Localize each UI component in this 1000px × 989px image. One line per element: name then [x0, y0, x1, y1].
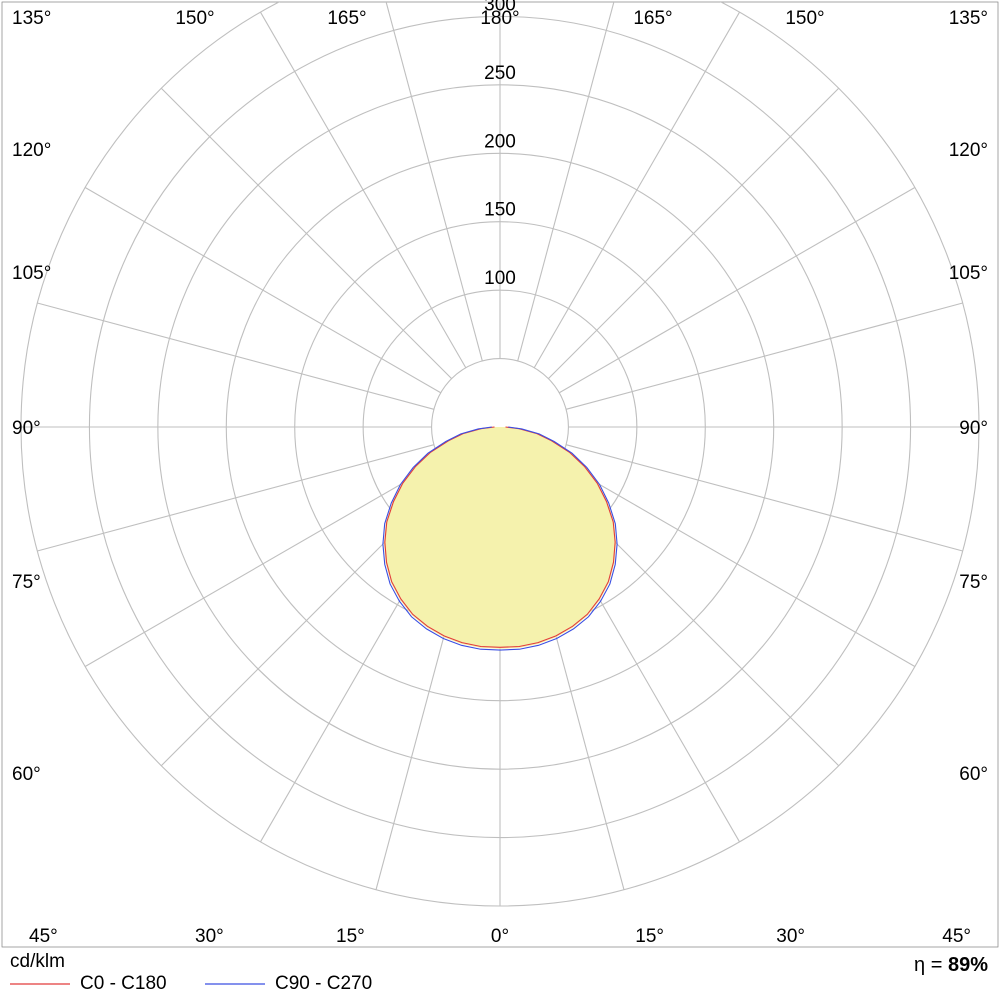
angle-label: 15° — [336, 926, 365, 947]
angle-label: 60° — [12, 764, 41, 785]
angle-label: 135° — [12, 8, 51, 29]
angle-label: 105° — [12, 263, 51, 284]
legend-label: C0 - C180 — [80, 973, 167, 989]
polar-chart-svg: 10015020025030045°30°15°0°60°75°90°105°1… — [0, 0, 1000, 989]
angle-label: 75° — [959, 572, 988, 593]
angle-label: 90° — [959, 418, 988, 439]
angle-label: 180° — [480, 8, 519, 29]
angle-label: 165° — [633, 8, 672, 29]
angle-label: 135° — [949, 8, 988, 29]
ring-label: 100 — [484, 268, 516, 289]
ring-label: 150 — [484, 200, 516, 221]
angle-label: 0° — [491, 926, 509, 947]
angle-label: 30° — [776, 926, 805, 947]
angle-label: 150° — [785, 8, 824, 29]
polar-chart-container: 10015020025030045°30°15°0°60°75°90°105°1… — [0, 0, 1000, 989]
angle-label: 30° — [195, 926, 224, 947]
ring-label: 250 — [484, 63, 516, 84]
legend-label: C90 - C270 — [275, 973, 372, 989]
angle-label: 150° — [175, 8, 214, 29]
angle-label: 165° — [327, 8, 366, 29]
angle-label: 45° — [942, 926, 971, 947]
eta-label: η = 89% — [914, 954, 988, 976]
unit-label: cd/klm — [10, 951, 65, 972]
angle-label: 60° — [959, 764, 988, 785]
angle-label: 90° — [12, 418, 41, 439]
angle-label: 45° — [29, 926, 58, 947]
angle-label: 105° — [949, 263, 988, 284]
angle-label: 75° — [12, 572, 41, 593]
angle-label: 120° — [12, 140, 51, 161]
angle-label: 15° — [635, 926, 664, 947]
angle-label: 120° — [949, 140, 988, 161]
ring-label: 200 — [484, 131, 516, 152]
